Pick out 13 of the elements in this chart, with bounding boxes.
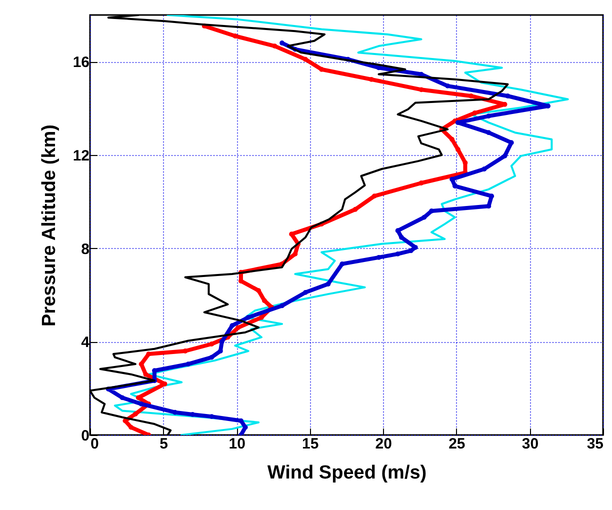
x-tick-label: 35 xyxy=(586,436,604,452)
x-tick-label: 5 xyxy=(160,436,168,452)
x-tick-label: 20 xyxy=(375,436,392,452)
y-tick-label: 16 xyxy=(72,54,90,72)
x-tick-label: 10 xyxy=(228,436,246,452)
x-axis-title: Wind Speed (m/s) xyxy=(267,462,427,484)
y-tick-label: 8 xyxy=(81,240,90,258)
y-tick-label: 12 xyxy=(72,148,90,164)
x-tick-label: 25 xyxy=(448,436,466,452)
y-axis-title: Pressure Altitude (km) xyxy=(38,124,60,327)
x-tick-label: 15 xyxy=(302,436,319,452)
y-tick-label: 4 xyxy=(81,334,90,352)
x-tick-label: 30 xyxy=(522,436,539,452)
